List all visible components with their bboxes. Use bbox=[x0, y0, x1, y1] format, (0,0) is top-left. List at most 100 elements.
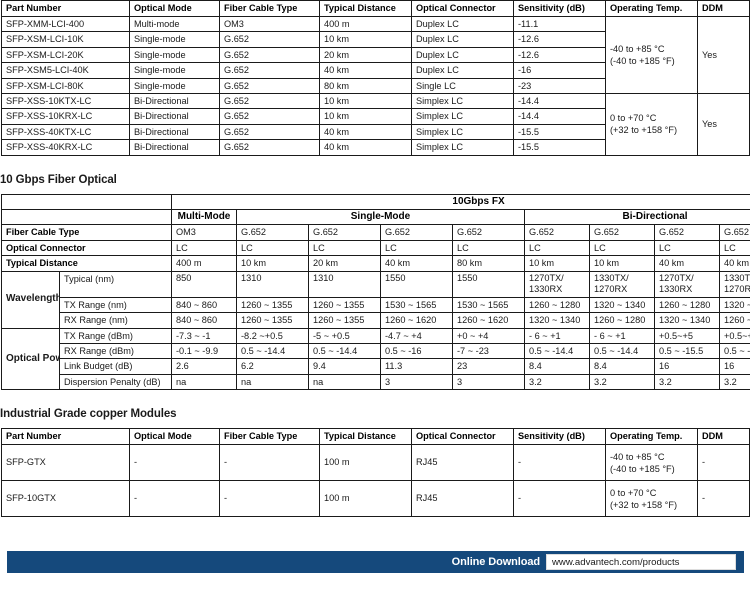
cell-td-8: 40 km bbox=[718, 255, 750, 272]
cell-optical-connector: Duplex LC bbox=[411, 46, 514, 64]
cell-typnm-0: 850 bbox=[171, 270, 237, 298]
cell-optical-connector: Simplex LC bbox=[411, 93, 514, 110]
temp-celsius: -40 to +85 °C bbox=[610, 43, 665, 54]
table-row-dispersion-penalty: Dispersion Penalty (dB) na na na 3 3 3.2… bbox=[2, 373, 750, 391]
cell-txdbm-3: -4.7 ~ +4 bbox=[380, 327, 453, 344]
grouplabel-optical-power: Optical Power bbox=[1, 327, 60, 391]
cell-typical-distance: 10 km bbox=[319, 108, 412, 125]
cell-sensitivity: -12.6 bbox=[513, 31, 606, 48]
cell-part-number: SFP-XSS-10KTX-LC bbox=[1, 93, 130, 110]
table-row-rx-range-nm: RX Range (nm) 840 ~ 860 1260 ~ 1355 1260… bbox=[2, 312, 750, 329]
cell-typical-distance: 40 km bbox=[319, 123, 412, 141]
industrial-copper-modules-table: Part Number Optical Mode Fiber Cable Typ… bbox=[1, 428, 750, 518]
cell-sensitivity: -15.5 bbox=[513, 139, 606, 156]
sfp-fiber-modules-table: Part Number Optical Mode Fiber Cable Typ… bbox=[1, 0, 750, 156]
temp-fahrenheit: (-40 to +185 °F) bbox=[610, 56, 675, 67]
cell-fiber-cable-type: - bbox=[219, 480, 320, 518]
col-optical-mode: Optical Mode bbox=[129, 0, 220, 17]
spacer bbox=[0, 390, 750, 408]
cell-lb-5: 8.4 bbox=[524, 358, 590, 375]
cell-optical-mode: - bbox=[129, 480, 220, 518]
cell-txnm-2: 1260 ~ 1355 bbox=[308, 296, 381, 314]
cell-part-number: SFP-XSS-40KTX-LC bbox=[1, 123, 130, 141]
temp-celsius: 0 to +70 °C bbox=[610, 487, 657, 498]
cell-part-number: SFP-XSS-40KRX-LC bbox=[1, 139, 130, 156]
cell-typnm-7: 1270TX/ 1330RX bbox=[654, 270, 720, 298]
cell-dp-6: 3.2 bbox=[589, 373, 655, 391]
rowlabel-tx-range-nm: TX Range (nm) bbox=[59, 296, 172, 314]
footer-online-download-label: Online Download bbox=[451, 556, 540, 568]
cell-dp-1: na bbox=[236, 373, 309, 391]
header-bi-directional: Bi-Directional bbox=[523, 209, 750, 226]
table-row-fiber-cable-type: Fiber Cable Type OM3 G.652 G.652 G.652 G… bbox=[1, 224, 750, 241]
table-row: SFP-GTX - - 100 m RJ45 - -40 to +85 °C (… bbox=[1, 444, 750, 482]
table1-header-row: Part Number Optical Mode Fiber Cable Typ… bbox=[1, 0, 750, 17]
cell-optical-mode: Single-mode bbox=[129, 31, 220, 48]
temp-fahrenheit: (+32 to +158 °F) bbox=[610, 125, 678, 136]
cell-txdbm-0: -7.3 ~ -1 bbox=[171, 327, 237, 344]
cell-oc-5: LC bbox=[524, 239, 590, 257]
spacer bbox=[0, 420, 750, 428]
rowlabel-link-budget: Link Budget (dB) bbox=[59, 358, 172, 375]
cell-typnm-1: 1310 bbox=[236, 270, 309, 298]
grouplabel-wavelength: Wavelength bbox=[1, 270, 60, 329]
cell-operating-temp-group1: -40 to +85 °C (-40 to +185 °F) bbox=[605, 15, 698, 95]
cell-typical-distance: 40 km bbox=[319, 62, 412, 79]
cell-oc-6: LC bbox=[589, 239, 655, 257]
cell-typical-distance: 100 m bbox=[319, 480, 412, 518]
cell-ddm: - bbox=[697, 444, 750, 482]
cell-optical-connector: RJ45 bbox=[411, 444, 514, 482]
cell-txdbm-8: +0.5~+5 bbox=[718, 327, 750, 344]
cell-fct-1: G.652 bbox=[236, 224, 309, 241]
cell-rxdbm-7: 0.5 ~ -15.5 bbox=[654, 342, 720, 360]
footer-url-box[interactable]: www.advantech.com/products bbox=[546, 554, 736, 570]
cell-dp-7: 3.2 bbox=[654, 373, 720, 391]
cell-fiber-cable-type: - bbox=[219, 444, 320, 482]
table-row: SFP-XSS-40KTX-LC Bi-Directional G.652 40… bbox=[1, 123, 750, 141]
cell-txnm-7: 1260 ~ 1280 bbox=[654, 296, 720, 314]
cell-td-5: 10 km bbox=[524, 255, 590, 272]
cell-sensitivity: -14.4 bbox=[513, 93, 606, 110]
cell-typical-distance: 400 m bbox=[319, 15, 412, 33]
cell-operating-temp: -40 to +85 °C (-40 to +185 °F) bbox=[605, 444, 698, 482]
spacer bbox=[0, 156, 750, 174]
cell-rxnm-2: 1260 ~ 1355 bbox=[308, 312, 381, 329]
cell-rxdbm-8: 0.5 ~ -15.5 bbox=[718, 342, 750, 360]
cell-typical-distance: 10 km bbox=[319, 93, 412, 110]
cell-fiber-cable-type: G.652 bbox=[219, 46, 320, 64]
cell-fct-7: G.652 bbox=[654, 224, 720, 241]
col-optical-connector: Optical Connector bbox=[411, 428, 514, 446]
cell-dp-3: 3 bbox=[380, 373, 453, 391]
rowlabel-typical-distance: Typical Distance bbox=[1, 255, 172, 272]
cell-fiber-cable-type: G.652 bbox=[219, 62, 320, 79]
cell-ddm-group2: Yes bbox=[697, 93, 750, 156]
col-ddm: DDM bbox=[697, 428, 750, 446]
cell-oc-1: LC bbox=[236, 239, 309, 257]
cell-sensitivity: -15.5 bbox=[513, 123, 606, 141]
cell-optical-mode: Bi-Directional bbox=[129, 93, 220, 110]
cell-sensitivity: -11.1 bbox=[513, 15, 606, 33]
cell-oc-7: LC bbox=[654, 239, 720, 257]
cell-dp-8: 3.2 bbox=[718, 373, 750, 391]
cell-part-number: SFP-XSM5-LCI-40K bbox=[1, 62, 130, 79]
cell-rxdbm-6: 0.5 ~ -14.4 bbox=[589, 342, 655, 360]
cell-typical-distance: 40 km bbox=[319, 139, 412, 156]
cell-ddm-group1: Yes bbox=[697, 15, 750, 95]
cell-typical-distance: 100 m bbox=[319, 444, 412, 482]
header-single-mode: Single-Mode bbox=[236, 209, 525, 226]
rowlabel-rx-range-nm: RX Range (nm) bbox=[59, 312, 172, 329]
cell-optical-connector: Duplex LC bbox=[411, 15, 514, 33]
table-row-typical-distance: Typical Distance 400 m 10 km 20 km 40 km… bbox=[1, 255, 750, 272]
cell-td-6: 10 km bbox=[589, 255, 655, 272]
cell-fiber-cable-type: G.652 bbox=[219, 108, 320, 125]
cell-rxdbm-0: -0.1 ~ -9.9 bbox=[171, 342, 237, 360]
cell-sensitivity: -16 bbox=[513, 62, 606, 79]
cell-txnm-1: 1260 ~ 1355 bbox=[236, 296, 309, 314]
cell-rxnm-4: 1260 ~ 1620 bbox=[452, 312, 525, 329]
cell-fct-8: G.652 bbox=[718, 224, 750, 241]
rowlabel-rx-range-dbm: RX Range (dBm) bbox=[59, 342, 172, 360]
cell-part-number: SFP-10GTX bbox=[1, 480, 130, 518]
col-ddm: DDM bbox=[697, 0, 750, 17]
table2-mode-header-row: Multi-Mode Single-Mode Bi-Directional bbox=[1, 209, 750, 226]
